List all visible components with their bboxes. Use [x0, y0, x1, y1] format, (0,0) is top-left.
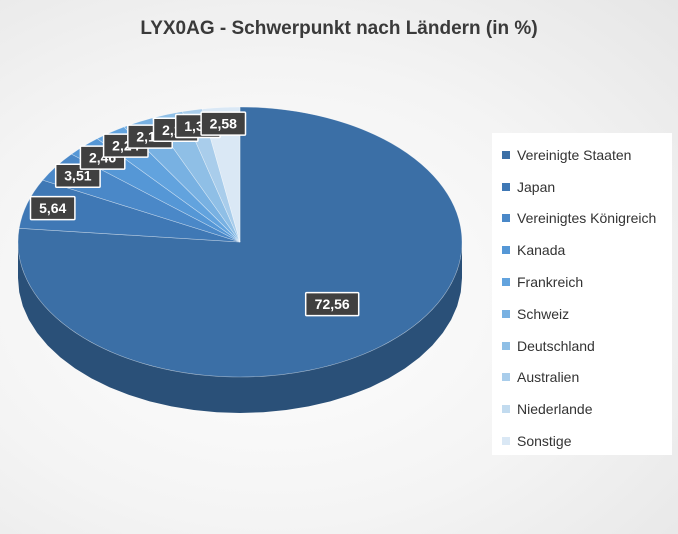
legend-label: Schweiz: [517, 305, 570, 322]
legend-item-7: Australien: [502, 362, 672, 394]
pie-slice-9: [201, 106, 241, 243]
legend-label: Sonstige: [517, 433, 572, 450]
legend-label: Vereinigtes Königreich: [517, 210, 657, 227]
legend-label: Deutschland: [517, 337, 595, 354]
legend-label: Kanada: [517, 242, 566, 259]
svg-text:72,56: 72,56: [315, 296, 350, 312]
svg-text:3,51: 3,51: [64, 168, 91, 184]
legend-label: Vereinigte Staaten: [517, 146, 632, 163]
svg-text:5,64: 5,64: [39, 200, 66, 216]
legend-item-2: Vereinigtes Königreich: [502, 203, 672, 235]
pie-data-labels: 72,565,643,512,462,242,142,191,382,58: [29, 111, 360, 317]
legend-item-1: Japan: [502, 171, 672, 203]
pie-side-walls: [18, 242, 462, 413]
legend-swatch: [502, 278, 510, 287]
legend-swatch: [502, 341, 510, 350]
legend-item-9: Sonstige: [502, 425, 672, 457]
legend-swatch: [502, 373, 510, 382]
chart-title: LYX0AG - Schwerpunkt nach Ländern (in %): [140, 18, 538, 39]
svg-text:2,58: 2,58: [210, 116, 237, 132]
legend-swatch: [502, 182, 510, 191]
legend-swatch: [502, 405, 510, 414]
legend-item-5: Schweiz: [502, 298, 672, 330]
legend-label: Niederlande: [517, 401, 593, 418]
legend-label: Frankreich: [517, 274, 584, 291]
legend-swatch: [502, 214, 510, 223]
pie-side-0: [18, 242, 462, 413]
data-label-0: 72,56: [304, 291, 360, 317]
legend-item-3: Kanada: [502, 234, 672, 266]
legend-label: Australien: [517, 369, 580, 386]
legend-swatch: [502, 150, 510, 159]
legend-item-6: Deutschland: [502, 330, 672, 362]
data-label-9: 2,58: [200, 111, 247, 136]
legend: Vereinigte Staaten Japan Vereinigtes König…: [492, 133, 672, 455]
legend-swatch: [502, 309, 510, 318]
legend-item-8: Niederlande: [502, 393, 672, 425]
legend-item-4: Frankreich: [502, 266, 672, 298]
legend-swatch: [502, 246, 510, 255]
data-label-2: 3,51: [54, 163, 101, 188]
legend-label: Japan: [517, 178, 556, 195]
data-label-1: 5,64: [29, 195, 76, 221]
legend-item-0: Vereinigte Staaten: [502, 139, 672, 171]
legend-swatch: [502, 437, 510, 446]
